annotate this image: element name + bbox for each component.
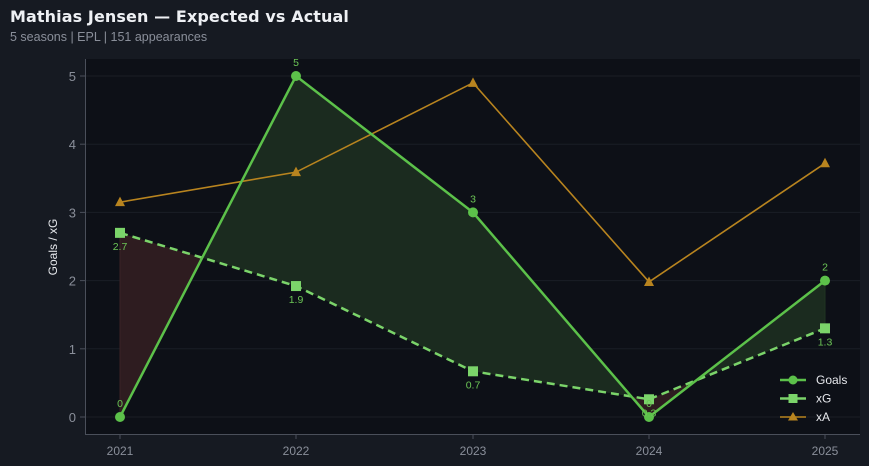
xa-marker bbox=[468, 77, 478, 87]
circle-marker-icon bbox=[788, 375, 798, 385]
x-tick-label: 2022 bbox=[283, 444, 310, 458]
triangle-marker-icon bbox=[788, 412, 798, 421]
data-labels: 0 5 3 0 2 2.7 1.9 0.7 0.3 1.3 bbox=[113, 57, 833, 419]
goals-value-label: 0 bbox=[646, 398, 652, 410]
xg-marker bbox=[644, 394, 654, 405]
goals-marker bbox=[291, 71, 301, 81]
x-tick-label: 2024 bbox=[636, 444, 663, 458]
y-axis-label: Goals / xG bbox=[46, 219, 60, 276]
legend: Goals xG xA bbox=[780, 373, 847, 424]
xg-marker bbox=[468, 366, 478, 377]
goals-marker bbox=[468, 207, 478, 218]
y-tick-label: 2 bbox=[69, 274, 76, 289]
goals-marker bbox=[644, 412, 654, 422]
xg-value-label: 1.9 bbox=[289, 294, 304, 306]
xg-marker bbox=[115, 227, 125, 238]
legend-label: xA bbox=[816, 410, 830, 424]
xg-value-label: 1.3 bbox=[818, 336, 833, 348]
fill-segment bbox=[120, 232, 203, 417]
fill-segment bbox=[202, 76, 296, 287]
legend-label: Goals bbox=[816, 373, 847, 387]
xa-marker bbox=[115, 196, 125, 207]
chart-title: Mathias Jensen — Expected vs Actual bbox=[10, 7, 350, 26]
xa-marker bbox=[820, 157, 830, 168]
goals-value-label: 3 bbox=[470, 193, 476, 205]
y-tick-label: 4 bbox=[69, 137, 76, 152]
square-marker-icon bbox=[788, 394, 798, 403]
x-tick-label: 2025 bbox=[812, 444, 839, 458]
xg-value-label: 2.7 bbox=[113, 241, 128, 253]
xg-marker bbox=[291, 281, 301, 292]
legend-label: xG bbox=[816, 392, 831, 406]
xg-value-label: 0.3 bbox=[642, 407, 657, 419]
chart-subtitle: 5 seasons | EPL | 151 appearances bbox=[10, 30, 208, 44]
xg-marker bbox=[820, 323, 830, 334]
axes: 0 1 2 3 4 5 2021 2022 2023 2024 2025 bbox=[69, 59, 860, 458]
goals-value-label: 5 bbox=[293, 57, 299, 69]
x-tick-label: 2021 bbox=[107, 444, 134, 458]
goals-value-label: 0 bbox=[117, 398, 123, 410]
x-tick-label: 2023 bbox=[460, 444, 487, 458]
xg-value-label: 0.7 bbox=[466, 379, 481, 391]
goals-value-label: 2 bbox=[822, 262, 828, 274]
xa-marker bbox=[644, 276, 654, 286]
y-tick-label: 0 bbox=[69, 410, 76, 425]
y-tick-label: 5 bbox=[69, 69, 76, 84]
goals-marker bbox=[115, 412, 125, 422]
y-tick-label: 3 bbox=[69, 205, 76, 220]
series-group bbox=[115, 71, 830, 422]
y-tick-label: 1 bbox=[69, 342, 76, 357]
goals-marker bbox=[820, 275, 830, 286]
xa-marker bbox=[291, 166, 301, 177]
